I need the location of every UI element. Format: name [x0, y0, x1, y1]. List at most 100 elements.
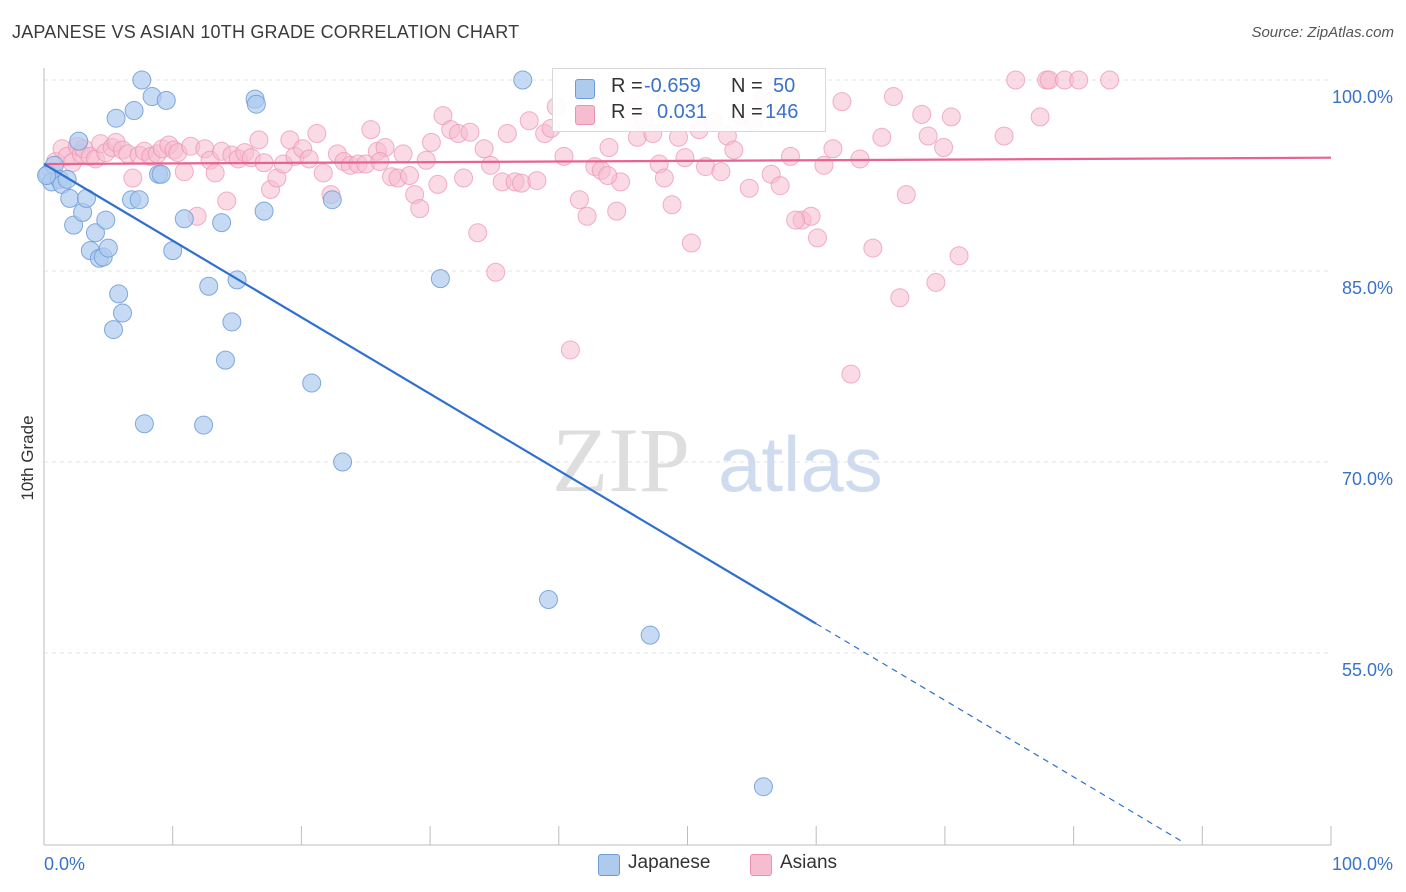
- asians-point: [941, 107, 961, 127]
- asians-point: [299, 149, 319, 169]
- asians-point: [1006, 70, 1026, 90]
- asians-point: [527, 171, 547, 191]
- asians-point: [554, 146, 574, 166]
- asians-point: [918, 126, 938, 146]
- japanese-legend-label: Japanese: [628, 852, 711, 873]
- asians-point: [934, 137, 954, 157]
- japanese-point: [174, 209, 194, 229]
- asians-point: [421, 132, 441, 152]
- asians-point: [249, 130, 269, 150]
- stats-legend: R = -0.659 N = 50 R = 0.031 N = 146: [552, 68, 826, 132]
- japanese-point: [215, 350, 235, 370]
- japanese-point: [103, 320, 123, 340]
- japanese-point: [106, 108, 126, 128]
- asians-point: [174, 162, 194, 182]
- japanese-point: [302, 373, 322, 393]
- japanese-point: [85, 223, 105, 243]
- asians-point: [786, 210, 806, 230]
- asians-point: [780, 146, 800, 166]
- asians-point: [896, 185, 916, 205]
- y-tick-label: 85.0%: [1342, 278, 1393, 298]
- asians-point: [1100, 70, 1120, 90]
- asians-point: [307, 123, 327, 143]
- japanese-point: [129, 190, 149, 210]
- asians-r-value: 0.031: [657, 101, 708, 123]
- asians-point: [912, 104, 932, 124]
- asians-point: [416, 150, 436, 170]
- japanese-point: [124, 101, 144, 121]
- asians-point: [486, 262, 506, 282]
- asians-point: [872, 127, 892, 147]
- asians-point: [770, 176, 790, 196]
- japanese-point: [69, 131, 89, 151]
- japanese-point: [246, 94, 266, 114]
- asians-n-label: N =: [731, 101, 763, 123]
- asians-swatch: [575, 105, 595, 125]
- asians-point: [454, 168, 474, 188]
- japanese-series: [37, 70, 773, 797]
- japanese-point: [513, 70, 533, 90]
- asians-point: [823, 139, 843, 159]
- japanese-point: [109, 284, 129, 304]
- asians-r-label: R =: [611, 101, 643, 123]
- japanese-trend-extension: [815, 623, 1184, 843]
- asians-point: [217, 191, 237, 211]
- japanese-point: [156, 90, 176, 110]
- japanese-point: [60, 188, 80, 208]
- asians-point: [400, 166, 420, 185]
- asians-n-value: 146: [765, 101, 799, 123]
- y-tick-label: 100.0%: [1332, 87, 1393, 107]
- japanese-point: [640, 625, 660, 645]
- japanese-point: [322, 190, 342, 210]
- asians-point: [1030, 107, 1050, 127]
- asians-point: [675, 148, 695, 168]
- asians-point: [814, 155, 834, 175]
- asians-legend-swatch: [750, 854, 772, 876]
- asians-point: [474, 139, 494, 159]
- asians-point: [890, 288, 910, 308]
- asians-point: [739, 178, 759, 198]
- japanese-point: [96, 210, 116, 230]
- asians-legend-label: Asians: [780, 852, 838, 873]
- japanese-point: [194, 415, 214, 435]
- asians-trend-line: [43, 156, 1332, 166]
- japanese-point: [212, 213, 232, 233]
- asians-point: [569, 190, 589, 210]
- japanese-trend-line: [43, 163, 817, 625]
- chart-title: JAPANESE VS ASIAN 10TH GRADE CORRELATION…: [12, 22, 520, 42]
- asians-point: [711, 162, 731, 182]
- japanese-point: [113, 303, 133, 323]
- asians-point: [724, 140, 744, 160]
- asians-point: [598, 166, 618, 185]
- asians-point: [863, 238, 883, 258]
- watermark-zip: ZIP: [552, 409, 690, 511]
- asians-point: [577, 206, 597, 226]
- asians-point: [205, 163, 225, 183]
- asians-point: [841, 364, 861, 384]
- japanese-r-label: R =: [611, 75, 643, 97]
- asians-point: [460, 122, 480, 142]
- japanese-point: [134, 414, 154, 434]
- asians-point: [832, 92, 852, 112]
- x-tick-label-min: 0.0%: [44, 854, 85, 874]
- asians-point: [361, 120, 381, 140]
- trend-lines: [43, 156, 1332, 843]
- y-tick-label: 55.0%: [1342, 660, 1393, 680]
- axes: [43, 68, 1332, 846]
- asians-point: [313, 163, 333, 183]
- asians-point: [519, 111, 539, 131]
- source-label: Source: ZipAtlas.com: [1251, 24, 1394, 41]
- asians-point: [393, 144, 413, 164]
- japanese-point: [333, 452, 353, 472]
- asians-point: [481, 155, 501, 175]
- japanese-point: [151, 164, 171, 184]
- asians-point: [428, 174, 448, 194]
- asians-point: [883, 87, 903, 107]
- asians-point: [497, 123, 517, 143]
- tick-labels: 100.0% 85.0% 70.0% 55.0% 0.0% 100.0%: [44, 87, 1393, 874]
- asians-point: [807, 228, 827, 248]
- asians-point: [1069, 70, 1089, 90]
- japanese-point: [254, 201, 274, 221]
- japanese-r-value: -0.659: [644, 75, 701, 97]
